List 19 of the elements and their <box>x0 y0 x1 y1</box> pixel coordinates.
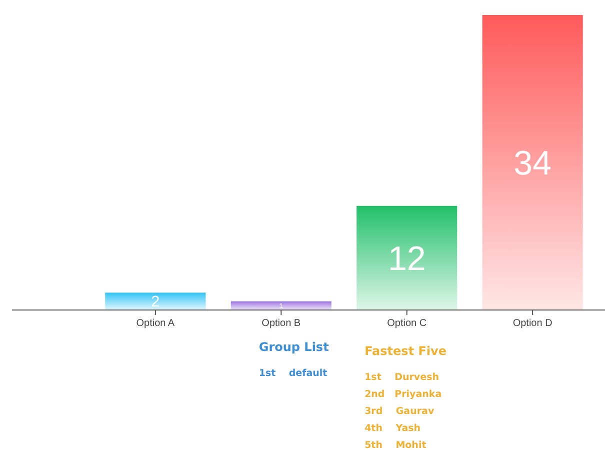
data-label: 2 <box>151 294 160 311</box>
bar <box>230 301 332 310</box>
bar <box>356 206 458 310</box>
text: 4th Yash <box>364 423 421 434</box>
text: 3rd Gaurav <box>364 406 435 417</box>
bar <box>105 292 206 310</box>
data-label: 34 <box>514 144 552 182</box>
text: Fastest Five <box>364 344 447 358</box>
bar <box>482 15 583 310</box>
text: Group List <box>258 340 330 354</box>
x-tick-label: Option D <box>512 318 552 329</box>
x-tick-label: Option C <box>387 318 427 329</box>
text: 2nd Priyanka <box>364 389 442 400</box>
x-tick-label: Option A <box>136 318 175 329</box>
text: 1st default <box>258 368 328 379</box>
data-label: 12 <box>388 240 426 278</box>
x-tick-label: Option B <box>262 318 301 329</box>
text: 5th Mohit <box>364 440 427 450</box>
text: 1st Durvesh <box>364 372 440 383</box>
